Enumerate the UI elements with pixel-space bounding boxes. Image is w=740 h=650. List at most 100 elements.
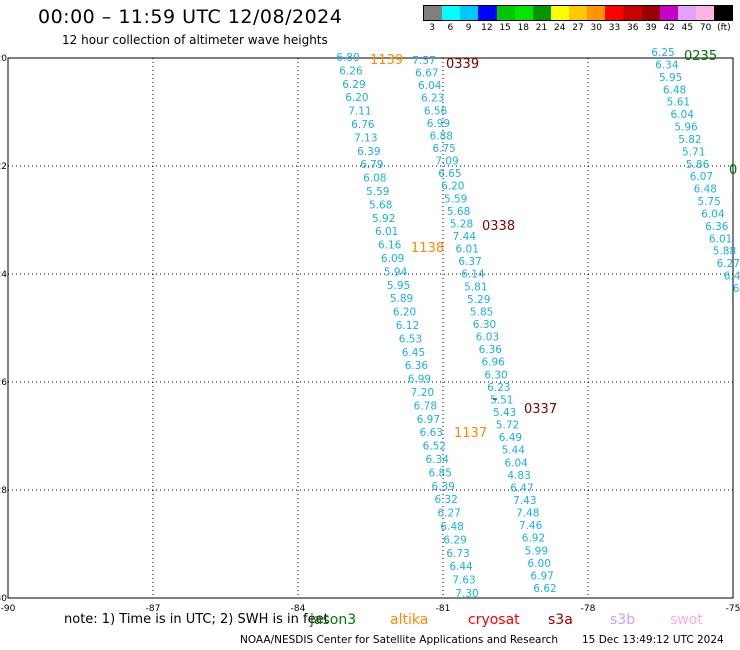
wave-height-value: 6.25 bbox=[651, 47, 674, 59]
wave-height-value: 6.01 bbox=[456, 244, 479, 256]
color-swatch bbox=[442, 6, 461, 20]
wave-height-value: 6.52 bbox=[423, 441, 446, 453]
wave-height-value: 5.89 bbox=[390, 293, 413, 305]
wave-height-value: 5.44 bbox=[502, 445, 526, 457]
color-swatch bbox=[605, 6, 624, 20]
color-swatch bbox=[677, 6, 696, 20]
wave-height-value: 6 bbox=[733, 283, 740, 295]
pass-time-label: 1138 bbox=[411, 241, 444, 256]
wave-height-value: 6.92 bbox=[522, 533, 545, 545]
color-scale-label: 70 bbox=[699, 23, 712, 33]
wave-height-value: 6.36 bbox=[405, 360, 429, 372]
y-tick-label: -22 bbox=[0, 162, 7, 172]
wave-height-value: 6.04 bbox=[418, 80, 442, 92]
color-swatch bbox=[424, 6, 443, 20]
color-scale-label: 15 bbox=[499, 23, 511, 33]
wave-height-value: 5.94 bbox=[384, 266, 408, 278]
wave-height-value: 7.13 bbox=[354, 132, 377, 144]
wave-height-value: 6.20 bbox=[393, 307, 416, 319]
wave-height-value: 5.51 bbox=[490, 394, 513, 406]
wave-height-value: 5.68 bbox=[447, 206, 470, 218]
wave-height-value: 6.48 bbox=[440, 521, 463, 533]
wave-height-value: 6.47 bbox=[510, 482, 533, 494]
y-tick-label: -26 bbox=[0, 378, 7, 388]
wave-height-value: 6.16 bbox=[378, 240, 402, 252]
wave-height-value: 6.12 bbox=[396, 320, 419, 332]
credit-text: NOAA/NESDIS Center for Satellite Applica… bbox=[240, 634, 558, 646]
wave-height-value: 5.43 bbox=[493, 407, 516, 419]
color-swatch bbox=[496, 6, 515, 20]
wave-height-value: 6.23 bbox=[487, 382, 510, 394]
wave-height-value: 6.75 bbox=[432, 143, 455, 155]
color-scale-label: 12 bbox=[481, 23, 493, 33]
wave-height-value: 4.83 bbox=[507, 470, 530, 482]
wave-height-value: 6.26 bbox=[339, 65, 363, 77]
wave-height-value: 5.96 bbox=[674, 122, 698, 134]
color-swatch bbox=[478, 6, 497, 20]
pass-time-label: 0337 bbox=[524, 402, 557, 417]
wave-height-value: 6.36 bbox=[705, 221, 729, 233]
satellite-altika-label: altika bbox=[390, 612, 429, 628]
wave-height-value: 6.14 bbox=[461, 269, 485, 281]
color-scale-label: 24 bbox=[554, 23, 566, 33]
wave-height-value: 5.59 bbox=[444, 193, 467, 205]
color-scale-label: 33 bbox=[608, 23, 621, 33]
wave-height-value: 5.95 bbox=[659, 72, 682, 84]
wave-height-value: 5.61 bbox=[667, 97, 690, 109]
wave-height-value: 6.00 bbox=[528, 558, 551, 570]
wave-height-value: 6.53 bbox=[399, 333, 422, 345]
color-scale-legend: 3 6 9 12 15 18 21 24 27 30 33 36 39 42 45 70 (ft) bbox=[423, 5, 733, 35]
wave-height-value: 7.11 bbox=[348, 106, 371, 118]
wave-height-value: 6.29 bbox=[443, 534, 466, 546]
x-tick-label: -81 bbox=[436, 604, 451, 614]
map-frame bbox=[7, 57, 734, 599]
wave-height-value: 6.34 bbox=[655, 59, 679, 71]
color-swatch bbox=[514, 6, 533, 20]
wave-height-value: 6.67 bbox=[415, 68, 438, 80]
color-swatch bbox=[569, 6, 588, 20]
wave-height-value: 6.01 bbox=[375, 226, 398, 238]
x-tick-label: -90 bbox=[1, 604, 16, 614]
color-scale-label: 6 bbox=[447, 23, 454, 33]
wave-height-value: 7.57 bbox=[412, 55, 435, 67]
page-title: 00:00 – 11:59 UTC 12/08/2024 bbox=[38, 6, 343, 28]
pass-time-label: 0 bbox=[729, 163, 737, 178]
wave-height-value: 6.30 bbox=[473, 319, 496, 331]
wave-height-value: 6.73 bbox=[446, 548, 469, 560]
wave-height-value: 6.65 bbox=[438, 168, 461, 180]
color-swatch bbox=[641, 6, 660, 20]
footer-note: note: 1) Time is in UTC; 2) SWH is in fe… bbox=[64, 612, 329, 627]
wave-height-value: 6.78 bbox=[414, 400, 437, 412]
wave-height-value: 6.08 bbox=[363, 173, 386, 185]
wave-height-value: 5.71 bbox=[682, 146, 705, 158]
color-swatch bbox=[532, 6, 551, 20]
color-scale-label: 45 bbox=[681, 23, 694, 33]
wave-height-value: 5.72 bbox=[496, 420, 519, 432]
wave-height-value: 6.07 bbox=[690, 171, 713, 183]
color-scale-label: 27 bbox=[572, 23, 584, 33]
color-scale-label: 30 bbox=[590, 23, 602, 33]
wave-height-value: 6.79 bbox=[360, 159, 383, 171]
wave-height-value: 6.03 bbox=[476, 332, 499, 344]
satellite-s3b-label: s3b bbox=[610, 612, 636, 628]
color-scale-label: 42 bbox=[663, 23, 675, 33]
color-swatch bbox=[714, 6, 733, 20]
wave-height-value: 6.39 bbox=[432, 481, 455, 493]
wave-height-value: 6.88 bbox=[430, 130, 453, 142]
y-tick-label: -24 bbox=[0, 270, 7, 280]
wave-height-value: 6.80 bbox=[336, 52, 359, 64]
wave-height-value: 6.20 bbox=[345, 92, 368, 104]
color-scale-label: 36 bbox=[626, 23, 639, 33]
y-tick-label: -30 bbox=[0, 594, 7, 604]
satellite-jason3-label: jason3 bbox=[310, 612, 357, 628]
color-scale-label: 9 bbox=[465, 23, 472, 33]
wave-height-value: 6.49 bbox=[499, 432, 522, 444]
y-tick-label: -28 bbox=[0, 486, 7, 496]
wave-height-value: 6.99 bbox=[427, 118, 450, 130]
satellite-s3a-label: s3a bbox=[548, 612, 573, 628]
x-tick-label: -75 bbox=[726, 604, 740, 614]
wave-height-value: 6.30 bbox=[484, 369, 507, 381]
timestamp-text: 15 Dec 13:49:12 UTC 2024 bbox=[582, 634, 724, 646]
wave-height-value: 6.37 bbox=[458, 256, 481, 268]
